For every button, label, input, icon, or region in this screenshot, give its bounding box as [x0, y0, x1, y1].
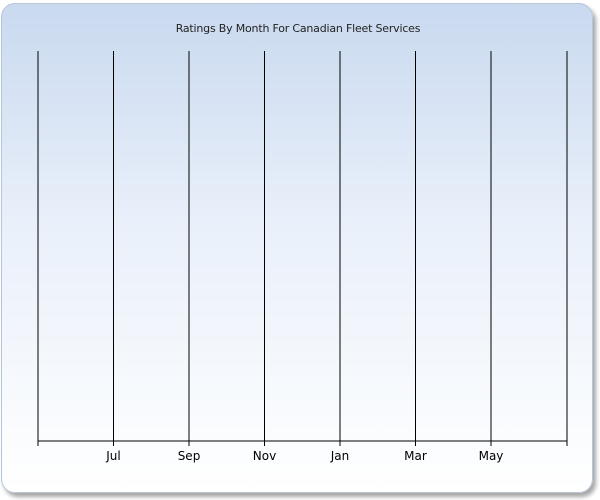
x-tick-labels: Jul Sep Nov Jan Mar May: [105, 449, 503, 463]
plot-area: [37, 51, 568, 446]
x-tick-label-sep: Sep: [178, 449, 201, 463]
x-tick-label-mar: Mar: [404, 449, 427, 463]
plot-background: [38, 51, 567, 441]
chart-frame: [1, 3, 593, 493]
x-tick-label-jul: Jul: [105, 449, 120, 463]
chart-title: Ratings By Month For Canadian Fleet Serv…: [175, 22, 421, 35]
x-tick-label-jan: Jan: [330, 449, 350, 463]
x-tick-label-nov: Nov: [253, 449, 276, 463]
gridlines: [113, 51, 492, 446]
x-tick-label-may: May: [479, 449, 504, 463]
